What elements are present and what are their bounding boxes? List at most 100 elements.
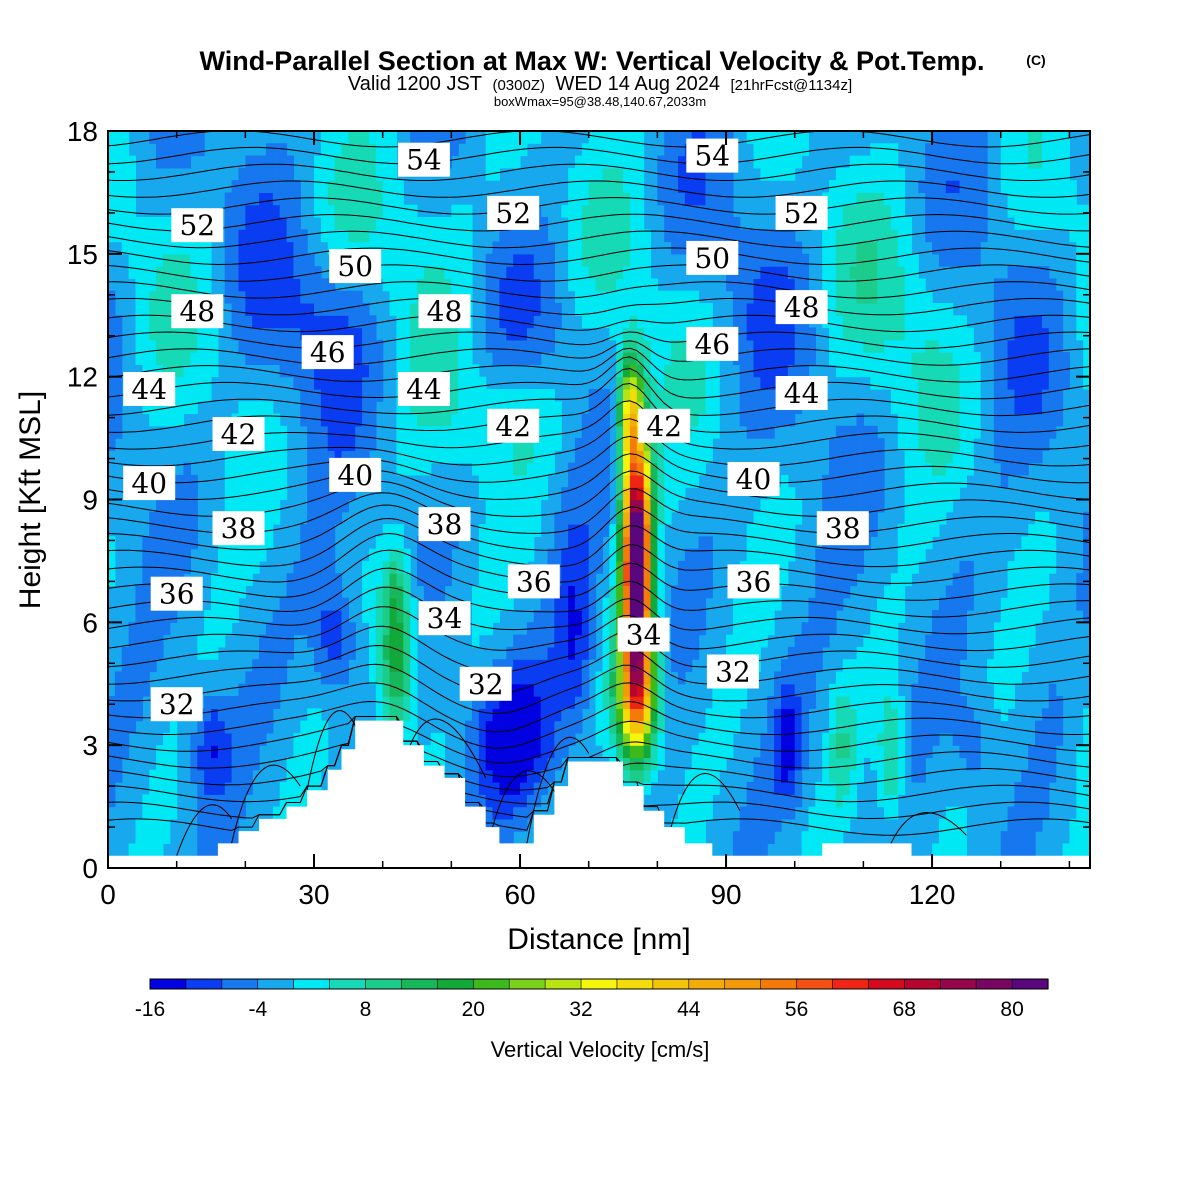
isentrope-label: 40 <box>727 462 780 496</box>
isentrope-line <box>108 331 1090 349</box>
isentrope-label-text: 48 <box>427 295 463 328</box>
circulation-arc <box>670 772 741 828</box>
isentrope-label: 46 <box>301 335 354 370</box>
circulation-contours <box>176 710 967 856</box>
isentrope-label-text: 32 <box>159 688 195 721</box>
isentrope-label: 52 <box>487 195 540 230</box>
isentrope-label-text: 44 <box>784 377 820 410</box>
isentrope-label-text: 32 <box>715 656 751 689</box>
y-axis-label: Height [Kft MSL] <box>14 391 47 609</box>
isentrope-line <box>108 146 1090 165</box>
isentrope-label: 40 <box>123 466 176 501</box>
isentrope-label: 42 <box>487 408 540 443</box>
y-tick-label: 6 <box>82 607 98 638</box>
isentrope-line <box>108 418 1090 467</box>
isentrope-line <box>108 163 1090 181</box>
isentrope-label: 48 <box>418 294 471 329</box>
valid-prefix: Valid 1200 JST <box>348 73 482 95</box>
colorbar-tick-label: 80 <box>1000 998 1023 1021</box>
colorbar-swatch <box>652 978 690 990</box>
isentrope-line <box>108 382 1090 433</box>
isentrope-line <box>108 367 1090 417</box>
valid-time-line: Valid 1200 JST (0300Z) WED 14 Aug 2024 [… <box>348 73 852 95</box>
isentrope-label: 38 <box>418 507 471 542</box>
isentrope-line <box>108 131 1090 148</box>
isentrope-label-text: 42 <box>646 410 682 443</box>
isentrope-label-text: 34 <box>626 619 662 652</box>
isentrope-label-text: 42 <box>495 410 531 443</box>
isentrope-line <box>108 567 1090 618</box>
isentrope-line <box>108 716 1090 778</box>
isentrope-label-text: 48 <box>179 295 215 328</box>
isentrope-line <box>108 347 1090 383</box>
chart-title: Wind-Parallel Section at Max W: Vertical… <box>200 46 985 76</box>
isentrope-label-text: 34 <box>427 602 463 635</box>
isentrope-label: 46 <box>686 326 739 361</box>
colorbar-swatch <box>365 978 403 990</box>
isentrope-label: 48 <box>775 290 828 325</box>
isentrope-label-text: 38 <box>427 508 463 541</box>
x-tick-label: 30 <box>298 879 329 910</box>
isentrope-label-text: 52 <box>179 209 215 242</box>
isentrope-label-text: 38 <box>221 512 257 545</box>
y-tick-label: 18 <box>67 116 98 147</box>
isentrope-line <box>108 606 1090 652</box>
isentrope-label: 50 <box>329 249 382 284</box>
isentrope-label-text: 36 <box>159 578 195 611</box>
colorbar-frame <box>149 978 1049 990</box>
x-tick-label: 120 <box>909 879 956 910</box>
valid-date: WED 14 Aug 2024 <box>555 73 720 95</box>
isentrope-line <box>108 114 1090 130</box>
isentrope-label-text: 52 <box>784 197 820 230</box>
isentrope-line <box>108 453 1090 500</box>
y-tick-label: 9 <box>82 485 98 516</box>
isentrope-line <box>108 470 1090 517</box>
isentrope-label-text: 36 <box>516 565 552 598</box>
circulation-arc <box>890 812 967 844</box>
colorbar-swatch <box>616 978 654 990</box>
y-tick-label: 15 <box>67 239 98 270</box>
isentrope-label: 50 <box>686 240 739 275</box>
isentrope-labels: 54 54 52 52 52 50 50 48 48 48 46 46 44 44 44 42 42 42 40 40… <box>123 138 869 722</box>
isentrope-label-text: 32 <box>468 668 504 701</box>
isentrope-label-text: 40 <box>337 459 373 492</box>
isentrope-label-text: 52 <box>495 197 531 230</box>
colorbar-tick-label: 8 <box>360 998 372 1021</box>
isentrope-line <box>108 281 1090 299</box>
isentrope-label-text: 42 <box>221 418 257 451</box>
isentrope-label: 36 <box>150 576 203 611</box>
isentrope-line <box>108 314 1090 333</box>
isentrope-label: 32 <box>150 687 203 722</box>
colorbar-tick-label: 68 <box>893 998 916 1021</box>
isentrope-label-text: 38 <box>825 512 861 545</box>
colorbar-swatch <box>472 978 510 990</box>
isentrope-line <box>108 488 1090 534</box>
isentrope-label: 32 <box>706 654 759 689</box>
colorbar-swatch <box>868 978 905 990</box>
colorbar-swatch <box>939 978 977 990</box>
box-info: boxWmax=95@38.48,140.67,2033m <box>494 94 706 109</box>
isentrope-label: 42 <box>638 408 691 443</box>
colorbar-swatch <box>329 978 367 990</box>
isentrope-line <box>108 356 1090 400</box>
isentrope-line <box>108 517 1090 568</box>
isentrope-label: 42 <box>212 417 265 451</box>
isentrope-label: 52 <box>775 195 828 230</box>
isentrope-label-text: 44 <box>406 373 442 406</box>
isentrope-label: 44 <box>397 372 450 406</box>
isentrope-label: 38 <box>212 511 265 546</box>
x-tick-label: 60 <box>504 879 535 910</box>
isentrope-label-text: 44 <box>131 373 167 406</box>
y-tick-label: 3 <box>82 730 98 761</box>
isentrope-line <box>108 532 1090 584</box>
colorbar-swatch <box>796 978 834 990</box>
circulation-arc <box>526 736 590 844</box>
isentrope-label-text: 54 <box>406 144 442 177</box>
colorbar-tick-label: -4 <box>248 998 267 1021</box>
isentrope-line <box>108 180 1090 198</box>
vertical-velocity-field <box>108 131 1090 868</box>
isentrope-label-text: 48 <box>784 291 820 324</box>
isentrope-label-text: 54 <box>694 140 730 173</box>
